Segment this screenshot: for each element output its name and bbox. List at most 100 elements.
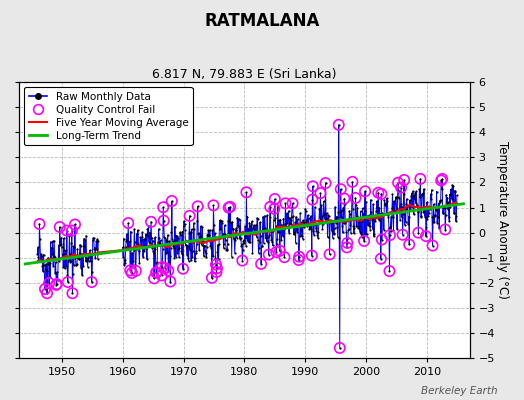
Point: [49, 262, 57, 269]
Point: [238, 257, 246, 264]
Point: [260, 212, 269, 219]
Point: [361, 188, 369, 194]
Point: [75, 250, 84, 256]
Text: RATMALANA: RATMALANA: [204, 12, 320, 30]
Point: [212, 269, 221, 275]
Point: [226, 204, 234, 210]
Point: [124, 220, 133, 226]
Point: [350, 225, 358, 232]
Point: [340, 196, 348, 202]
Point: [64, 256, 73, 263]
Point: [139, 246, 148, 253]
Point: [296, 210, 304, 216]
Point: [170, 254, 179, 261]
Point: [428, 214, 436, 220]
Point: [59, 251, 67, 257]
Point: [269, 242, 277, 248]
Point: [277, 236, 286, 243]
Point: [214, 241, 222, 248]
Point: [129, 258, 137, 264]
Point: [359, 214, 368, 221]
Point: [209, 202, 217, 208]
Point: [277, 222, 285, 228]
Point: [409, 194, 418, 200]
Point: [417, 212, 425, 219]
Point: [246, 238, 254, 245]
Point: [75, 255, 83, 262]
Point: [261, 225, 269, 232]
Point: [223, 246, 231, 252]
Point: [388, 191, 397, 197]
Point: [53, 269, 61, 275]
Point: [137, 242, 146, 248]
Point: [358, 233, 366, 240]
Point: [257, 261, 265, 267]
Point: [427, 196, 435, 202]
Point: [322, 210, 331, 216]
Point: [319, 220, 327, 227]
Point: [57, 234, 66, 241]
Point: [137, 237, 145, 243]
Point: [384, 214, 392, 220]
Point: [38, 263, 47, 269]
Point: [299, 217, 308, 224]
Point: [369, 201, 377, 208]
Point: [54, 256, 62, 262]
Point: [318, 213, 326, 220]
Point: [246, 223, 255, 229]
Point: [376, 210, 385, 217]
Point: [67, 240, 75, 246]
Point: [344, 235, 352, 242]
Point: [408, 204, 417, 211]
Point: [373, 198, 381, 204]
Point: [127, 270, 136, 276]
Point: [310, 232, 318, 238]
Point: [369, 233, 378, 240]
Point: [264, 234, 272, 240]
Point: [58, 244, 66, 250]
Point: [418, 192, 427, 198]
Point: [374, 190, 383, 196]
Point: [169, 238, 177, 244]
Point: [226, 232, 235, 238]
Point: [163, 238, 171, 244]
Point: [350, 230, 358, 236]
Point: [270, 196, 279, 202]
Point: [43, 290, 51, 296]
Point: [154, 241, 162, 248]
Point: [319, 198, 328, 205]
Point: [334, 122, 343, 128]
Point: [434, 200, 443, 206]
Point: [315, 218, 323, 224]
Point: [155, 226, 163, 232]
Point: [155, 235, 163, 242]
Point: [242, 189, 250, 196]
Point: [261, 235, 270, 242]
Point: [430, 212, 439, 218]
Point: [39, 268, 47, 274]
Point: [342, 229, 351, 235]
Point: [250, 222, 258, 228]
Point: [283, 210, 291, 216]
Point: [148, 238, 157, 244]
Point: [37, 251, 45, 258]
Point: [88, 279, 96, 285]
Point: [126, 267, 135, 274]
Point: [379, 211, 387, 217]
Point: [343, 244, 351, 250]
Point: [296, 233, 304, 239]
Point: [45, 280, 53, 286]
Point: [441, 205, 449, 212]
Point: [52, 281, 61, 287]
Point: [127, 262, 136, 268]
Point: [281, 221, 289, 228]
Point: [84, 258, 93, 264]
Point: [372, 214, 380, 220]
Point: [359, 210, 367, 217]
Point: [147, 219, 155, 225]
Point: [232, 225, 241, 232]
Point: [146, 240, 154, 246]
Point: [340, 196, 348, 202]
Point: [398, 204, 406, 210]
Point: [181, 242, 190, 248]
